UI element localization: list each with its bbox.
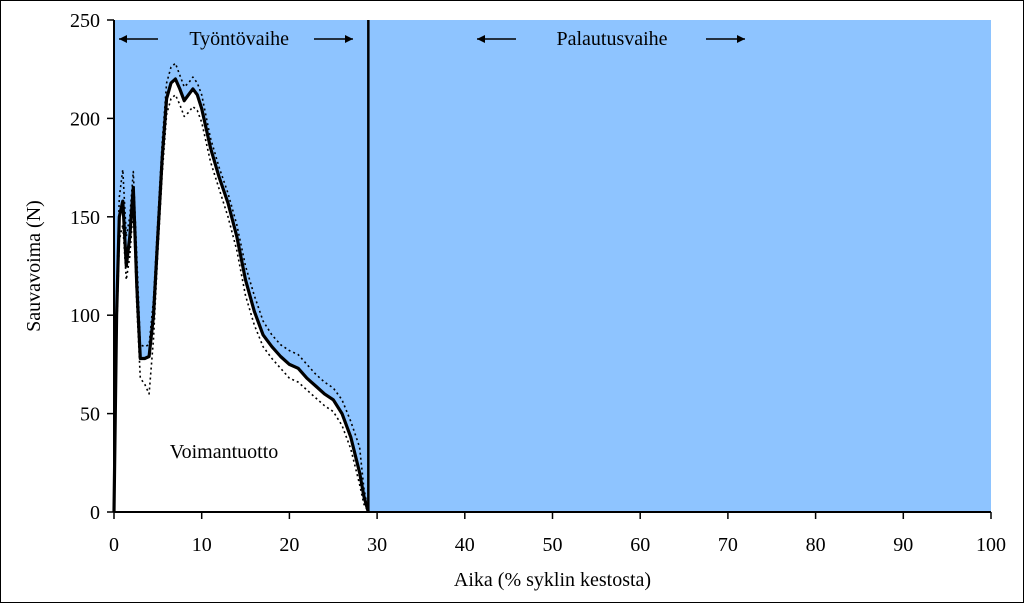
- x-axis-title: Aika (% syklin kestosta): [454, 569, 651, 591]
- force-area-fill: [114, 79, 369, 512]
- y-tick-label: 200: [70, 108, 100, 130]
- x-tick-label: 10: [192, 534, 212, 556]
- y-axis-title: Sauvavoima (N): [23, 200, 45, 332]
- x-tick-label: 90: [893, 534, 913, 556]
- y-tick-label: 0: [90, 502, 100, 524]
- phase-label-recovery: Palautusvaihe: [556, 28, 667, 50]
- push-phase-arrow-left-head: [119, 35, 127, 43]
- x-tick-label: 100: [976, 534, 1006, 556]
- x-tick-label: 40: [455, 534, 475, 556]
- series-line-0: [112, 77, 370, 513]
- series-line-2: [113, 94, 369, 513]
- x-tick-label: 0: [109, 534, 119, 556]
- series-line-1: [113, 62, 370, 513]
- x-tick-label: 60: [630, 534, 650, 556]
- area-label: Voimantuotto: [170, 441, 279, 463]
- x-tick-label: 30: [367, 534, 387, 556]
- phase-label-push: Työntövaihe: [189, 28, 289, 50]
- recovery-phase-arrow-left-head: [477, 35, 485, 43]
- x-tick-label: 70: [718, 534, 738, 556]
- x-tick-label: 50: [543, 534, 563, 556]
- x-tick-label: 20: [279, 534, 299, 556]
- y-tick-label: 100: [70, 305, 100, 327]
- y-tick-label: 50: [80, 404, 100, 426]
- y-tick-label: 250: [70, 10, 100, 32]
- x-tick-label: 80: [806, 534, 826, 556]
- push-phase-arrow-right-head: [345, 35, 353, 43]
- y-tick-label: 150: [70, 207, 100, 229]
- recovery-phase-arrow-right-head: [737, 35, 745, 43]
